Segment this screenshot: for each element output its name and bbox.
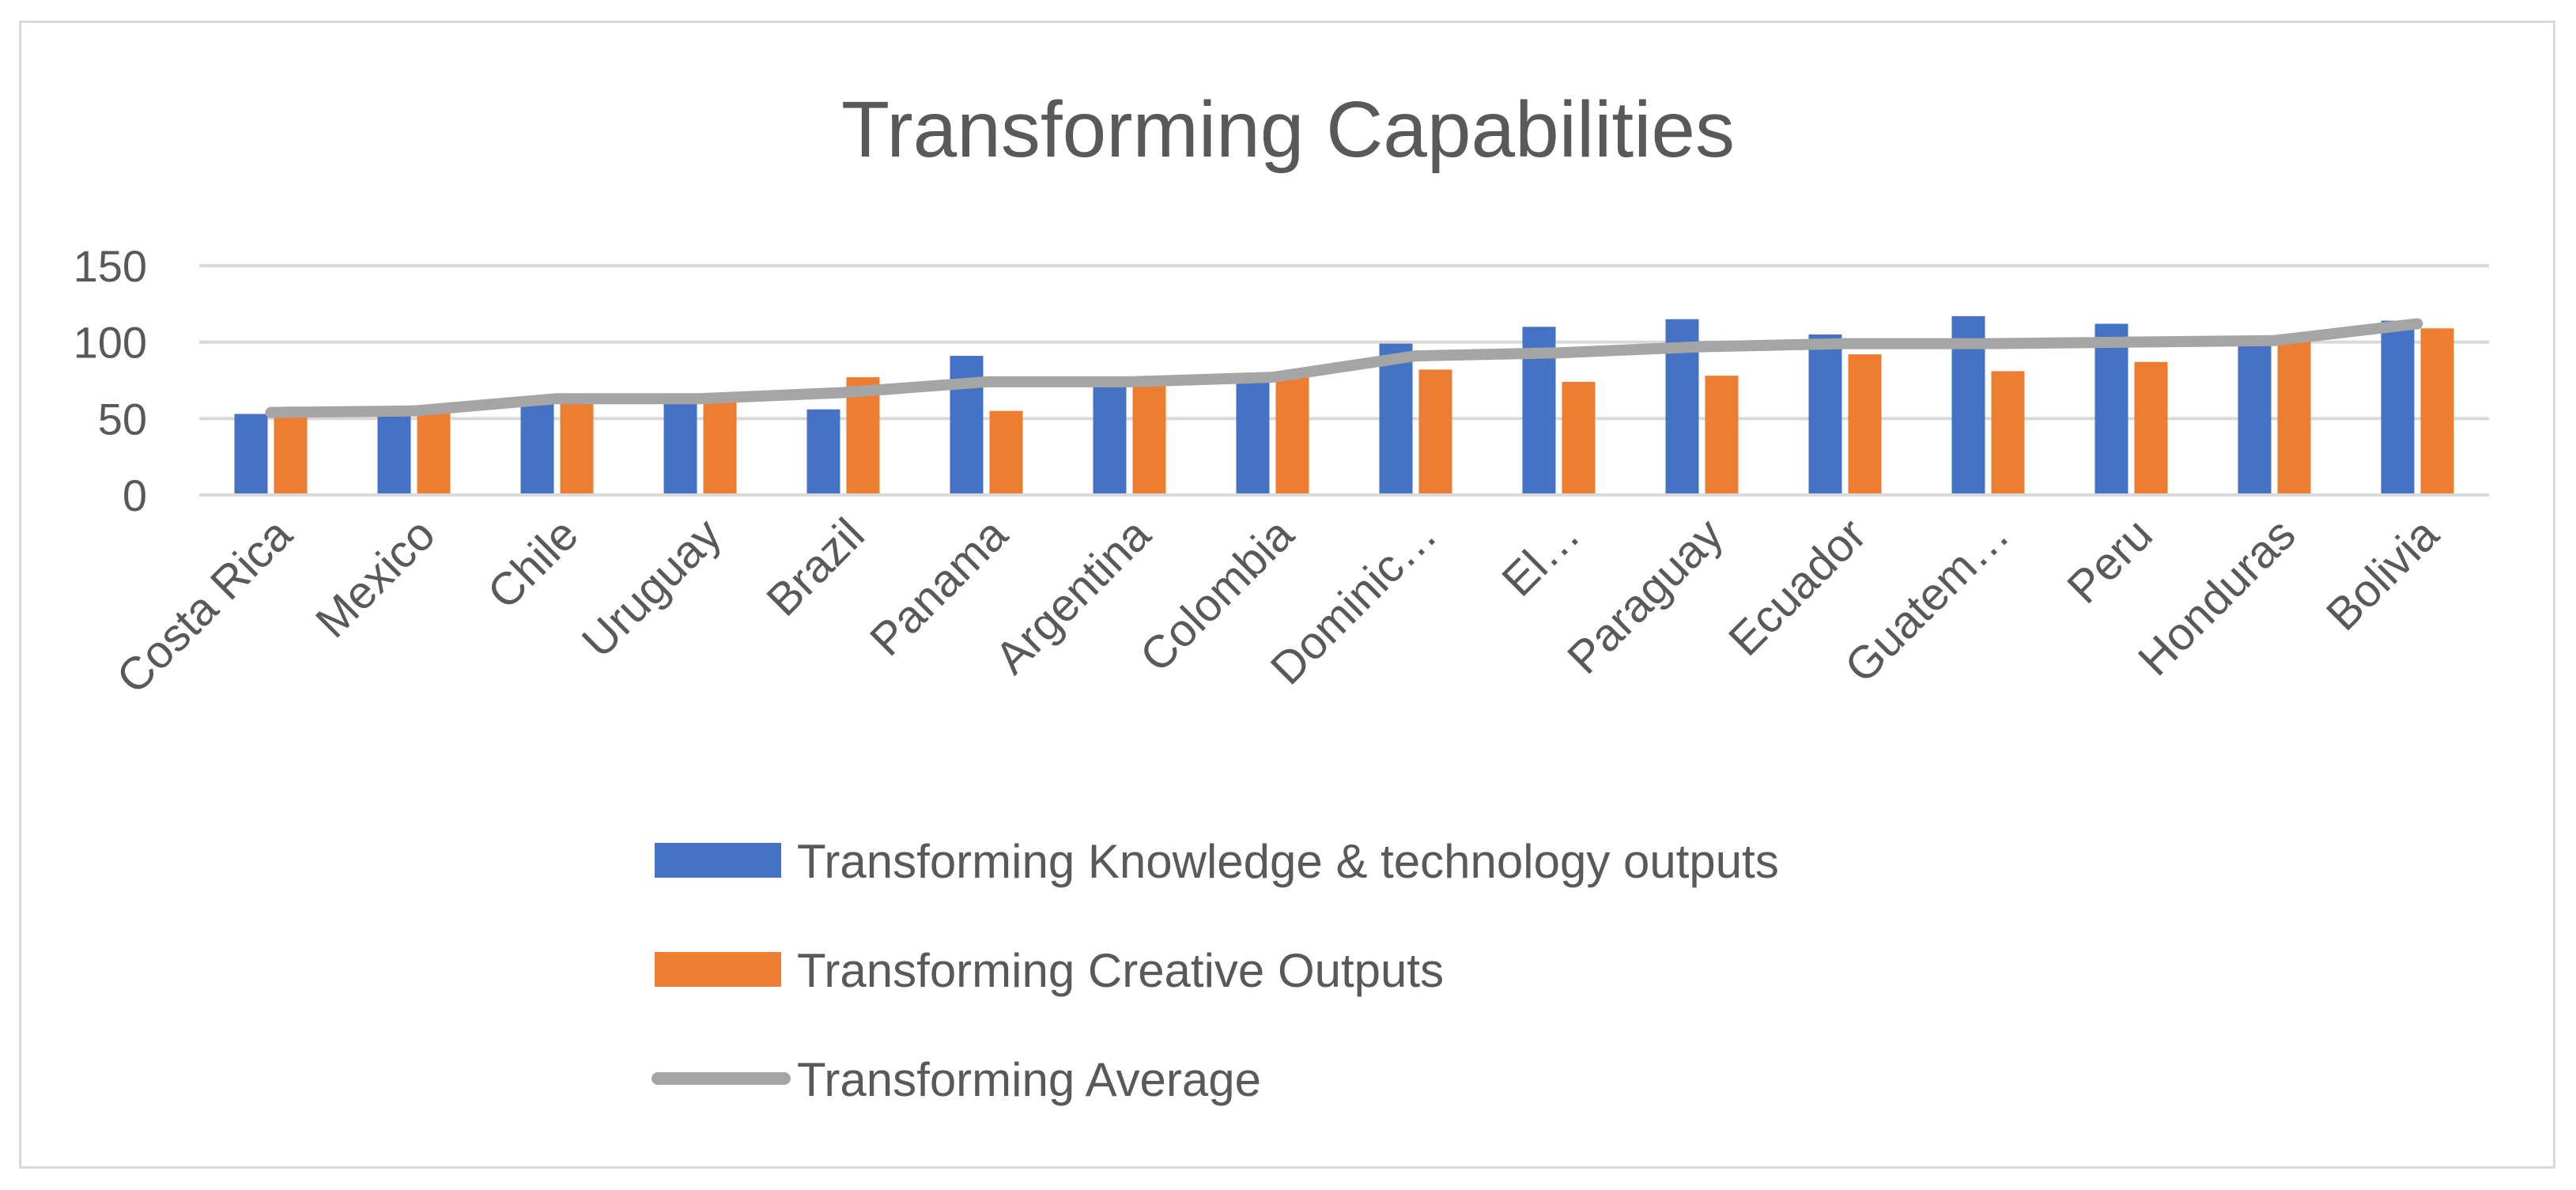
bar-creative-outputs <box>1418 369 1452 495</box>
x-tick-label: Argentina <box>985 508 1161 684</box>
bars <box>234 315 2454 495</box>
average-point <box>269 410 273 414</box>
legend-label: Transforming Knowledge & technology outp… <box>797 835 1779 888</box>
legend-label: Transforming Average <box>797 1053 1261 1106</box>
chart-title: Transforming Capabilities <box>841 85 1735 174</box>
average-point <box>1700 345 1704 349</box>
bar-knowledge-technology <box>1379 343 1413 495</box>
y-tick-label: 150 <box>74 241 147 291</box>
average-point <box>1843 342 1847 346</box>
bar-knowledge-technology <box>1093 383 1127 495</box>
bar-knowledge-technology <box>2238 340 2272 495</box>
chart-frame <box>19 21 2555 1169</box>
x-tick-label: Uruguay <box>572 508 731 667</box>
bar-creative-outputs <box>2277 340 2311 495</box>
average-point <box>984 380 988 383</box>
bar-knowledge-technology <box>1808 334 1842 495</box>
legend-label: Transforming Creative Outputs <box>797 944 1444 997</box>
x-tick-label: Bolivia <box>2317 508 2449 640</box>
average-point <box>1557 351 1561 355</box>
bar-knowledge-technology <box>520 400 554 495</box>
x-tick-label: Chile <box>478 508 587 618</box>
average-point <box>841 391 845 395</box>
bar-creative-outputs <box>2134 361 2168 495</box>
average-point <box>698 397 702 401</box>
x-tick-label: El… <box>1492 508 1589 606</box>
bar-knowledge-technology <box>2381 320 2415 495</box>
bar-knowledge-technology <box>1236 379 1270 495</box>
average-line <box>265 318 2423 418</box>
legend: Transforming Knowledge & technology outp… <box>652 835 1779 1106</box>
bar-creative-outputs <box>989 410 1023 495</box>
legend-swatch <box>655 843 781 878</box>
bar-creative-outputs <box>1275 377 1309 495</box>
y-tick-label: 50 <box>98 394 147 444</box>
average-point <box>1986 342 1990 346</box>
bar-knowledge-technology <box>377 415 411 495</box>
bar-creative-outputs <box>1562 381 1596 495</box>
bar-creative-outputs <box>1705 376 1739 495</box>
bar-knowledge-technology <box>663 400 697 495</box>
bar-knowledge-technology <box>806 409 840 495</box>
average-point <box>2129 340 2133 344</box>
y-tick-label: 0 <box>123 470 147 520</box>
average-point <box>1127 380 1131 383</box>
average-point <box>2272 338 2276 342</box>
legend-swatch <box>655 952 781 987</box>
bar-creative-outputs <box>417 410 451 495</box>
legend-item-creative-outputs: Transforming Creative Outputs <box>655 944 1444 997</box>
x-tick-label: Honduras <box>2128 508 2306 686</box>
legend-item-knowledge-technology: Transforming Knowledge & technology outp… <box>655 835 1779 888</box>
bar-knowledge-technology <box>950 356 984 495</box>
x-tick-label: Paraguay <box>1558 508 1733 684</box>
average-point <box>412 409 416 413</box>
bar-creative-outputs <box>2420 328 2454 495</box>
bar-knowledge-technology <box>234 414 268 495</box>
y-axis: 0 50 100 150 <box>74 241 147 520</box>
legend-item-average: Transforming Average <box>652 1053 1261 1106</box>
bar-creative-outputs <box>1848 354 1882 495</box>
average-line-path <box>265 318 2423 418</box>
x-tick-label: Peru <box>2057 508 2162 614</box>
average-point <box>1271 376 1275 380</box>
average-point <box>2415 322 2419 326</box>
bar-creative-outputs <box>1132 383 1166 495</box>
bar-creative-outputs <box>703 400 737 495</box>
bar-creative-outputs <box>1991 371 2025 495</box>
y-tick-label: 100 <box>74 318 147 368</box>
x-tick-label: Costa Rica <box>107 508 302 704</box>
bar-knowledge-technology <box>2094 323 2128 495</box>
bar-creative-outputs <box>274 412 308 495</box>
x-tick-label: Brazil <box>757 508 874 626</box>
average-point <box>555 397 559 401</box>
bar-creative-outputs <box>560 399 594 495</box>
x-tick-label: Mexico <box>306 508 445 648</box>
average-point <box>1414 354 1418 358</box>
